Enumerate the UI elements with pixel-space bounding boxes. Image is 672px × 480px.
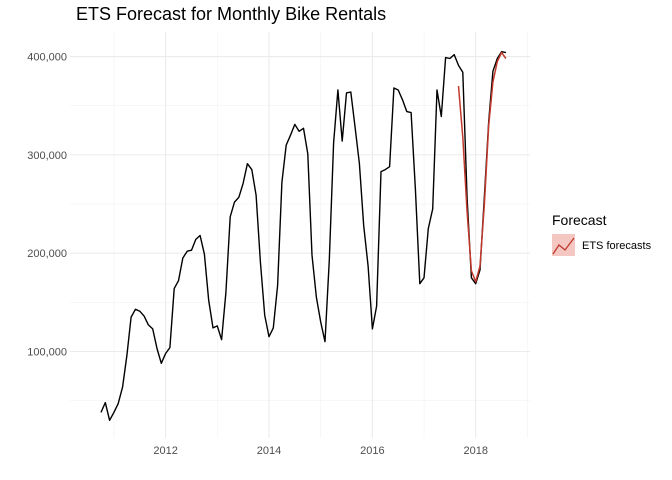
series-line-ets-forecasts <box>457 51 507 283</box>
series-line-observed <box>100 51 507 421</box>
y-tick-label: 200,000 <box>27 248 67 260</box>
grid-major <box>70 32 530 438</box>
legend: Forecast ETS forecasts <box>552 212 652 256</box>
x-tick-label: 2016 <box>360 445 384 457</box>
legend-key-background <box>552 234 575 256</box>
x-tick-label: 2018 <box>463 445 487 457</box>
y-tick-label: 100,000 <box>27 346 67 358</box>
y-axis-labels: 100,000 200,000 300,000 400,000 <box>27 52 67 359</box>
y-tick-label: 400,000 <box>27 52 67 64</box>
grid-minor <box>70 32 530 438</box>
chart-title: ETS Forecast for Monthly Bike Rentals <box>76 4 386 24</box>
legend-key-line <box>552 237 575 255</box>
y-tick-label: 300,000 <box>27 150 67 162</box>
x-tick-label: 2014 <box>257 445 281 457</box>
legend-label-ets-forecasts: ETS forecasts <box>582 240 652 252</box>
x-axis-labels: 2012 2014 2016 2018 <box>153 445 488 457</box>
legend-title: Forecast <box>552 212 607 228</box>
x-tick-label: 2012 <box>153 445 177 457</box>
series-lines <box>100 51 507 421</box>
